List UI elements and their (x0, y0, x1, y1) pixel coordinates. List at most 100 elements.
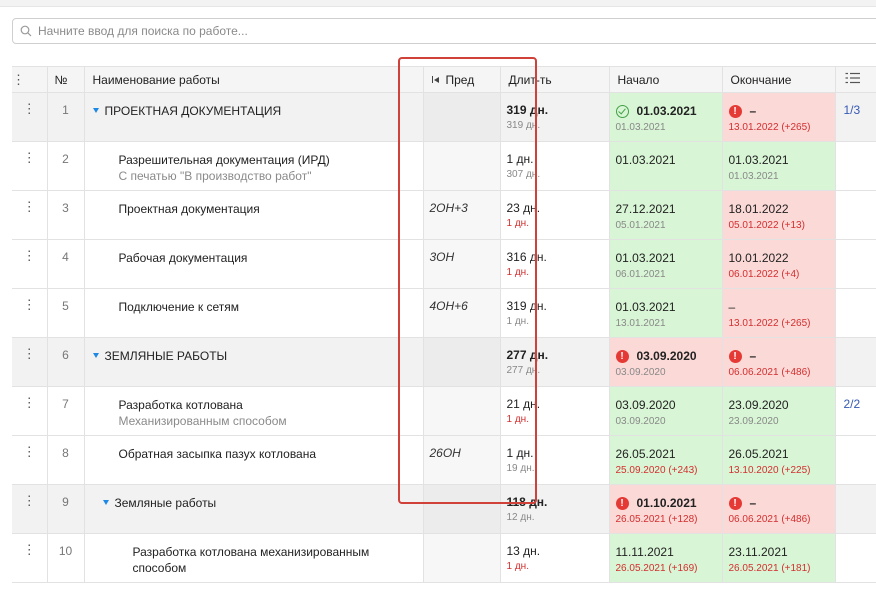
kebab-menu-icon[interactable]: ⋮ (22, 542, 36, 557)
table-row[interactable]: ⋮ 3 Проектная документация 2ОН+3 23 дн. 1… (12, 190, 876, 240)
duration-baseline: 1 дн. (506, 414, 529, 425)
column-header-end[interactable]: Окончание (722, 66, 836, 93)
predecessor[interactable]: 2ОН+3 (429, 201, 468, 215)
predecessor[interactable] (424, 93, 500, 103)
predecessor[interactable] (424, 142, 500, 152)
work-name[interactable]: Подключение к сетям (118, 300, 240, 314)
work-name[interactable]: ПРОЕКТНАЯ ДОКУМЕНТАЦИЯ (85, 93, 423, 119)
table-row[interactable]: ⋮ 8 Обратная засыпка пазух котлована 26О… (12, 435, 876, 485)
end-baseline: 13.10.2020 (+225) (728, 465, 811, 476)
work-name[interactable]: ЗЕМЛЯНЫЕ РАБОТЫ (85, 338, 423, 364)
kebab-menu-icon[interactable]: ⋮ (22, 199, 36, 214)
search-input[interactable] (38, 22, 838, 40)
duration-baseline: 307 дн. (506, 169, 541, 180)
alert-circle-icon (728, 104, 742, 118)
checklist-count[interactable] (836, 191, 876, 201)
table-row[interactable]: ⋮ 10 Разработка котлована механизированн… (12, 533, 876, 583)
duration: 1 дн. (506, 152, 534, 166)
table-row[interactable]: ⋮ 6 ЗЕМЛЯНЫЕ РАБОТЫ 277 дн. 277 дн. 03.09… (12, 337, 876, 387)
end-date: 23.09.2020 (728, 398, 789, 412)
kebab-menu-icon[interactable]: ⋮ (22, 248, 36, 263)
duration-baseline: 277 дн. (506, 365, 541, 376)
start-baseline: 03.09.2020 (615, 416, 666, 427)
check-circle-icon (615, 104, 629, 118)
checklist-count[interactable] (836, 485, 876, 495)
start-date: 03.09.2020 (615, 398, 676, 412)
end-date: 10.01.2022 (728, 251, 789, 265)
column-header-pred[interactable]: Пред (423, 66, 501, 93)
predecessor[interactable] (424, 338, 500, 348)
column-header-duration[interactable]: Длит-ть (500, 66, 610, 93)
duration: 1 дн. (506, 446, 534, 460)
checklist-count[interactable] (836, 436, 876, 446)
kebab-menu-icon[interactable]: ⋮ (22, 395, 36, 410)
start-date: 26.05.2021 (615, 447, 676, 461)
end-baseline: 06.06.2021 (+486) (728, 367, 811, 378)
row-number: 8 (62, 446, 69, 460)
duration: 13 дн. (506, 544, 541, 558)
end-baseline: 23.09.2020 (728, 416, 779, 427)
skip-back-icon (431, 76, 433, 84)
caret-down-icon[interactable] (92, 108, 99, 113)
table-row[interactable]: ⋮ 2 Разрешительная документация (ИРД) С п… (12, 141, 876, 191)
predecessor[interactable]: 4ОН+6 (429, 299, 468, 313)
caret-down-icon[interactable] (92, 353, 99, 358)
checklist-icon[interactable] (836, 72, 861, 84)
predecessor[interactable]: 3ОН (429, 250, 455, 264)
checklist-count[interactable] (836, 142, 876, 152)
caret-down-icon[interactable] (102, 500, 109, 505)
end-date: 18.01.2022 (728, 202, 789, 216)
column-header-num[interactable]: № (47, 66, 85, 93)
kebab-menu-icon[interactable]: ⋮ (12, 71, 25, 87)
duration: 319 дн. (506, 103, 549, 117)
predecessor[interactable] (424, 485, 500, 495)
predecessor[interactable]: 26ОН (429, 446, 461, 460)
kebab-menu-icon[interactable]: ⋮ (22, 101, 36, 116)
kebab-menu-icon[interactable]: ⋮ (22, 150, 36, 165)
row-number: 1 (62, 103, 69, 117)
work-name[interactable]: Земляные работы (85, 485, 423, 511)
kebab-menu-icon[interactable]: ⋮ (22, 346, 36, 361)
start-baseline: 26.05.2021 (+169) (615, 563, 698, 574)
work-name[interactable]: Разработка котлована Механизированным спо… (85, 387, 423, 429)
checklist-count[interactable]: 1/3 (843, 103, 861, 117)
work-name[interactable]: Проектная документация (118, 202, 260, 216)
column-header-name[interactable]: Наименование работы (84, 66, 424, 93)
duration: 118 дн. (506, 495, 548, 509)
checklist-count[interactable] (836, 534, 876, 544)
table-row[interactable]: ⋮ 9 Земляные работы 118 дн. 12 дн. 01.10.… (12, 484, 876, 534)
checklist-count[interactable]: 2/2 (843, 397, 861, 411)
work-name[interactable]: Разрешительная документация (ИРД) С печат… (85, 142, 423, 184)
table-row[interactable]: ⋮ 4 Рабочая документация 3ОН 316 дн. 1 дн… (12, 239, 876, 289)
end-baseline: 13.01.2022 (+265) (728, 122, 811, 133)
duration-baseline: 1 дн. (506, 267, 529, 278)
row-number: 4 (62, 250, 69, 264)
kebab-menu-icon[interactable]: ⋮ (22, 444, 36, 459)
column-header-start[interactable]: Начало (609, 66, 723, 93)
predecessor[interactable] (424, 387, 500, 397)
start-baseline: 13.01.2021 (615, 318, 666, 329)
work-name[interactable]: Обратная засыпка пазух котлована (118, 447, 317, 461)
checklist-count[interactable] (836, 289, 876, 299)
work-name[interactable]: Разработка котлована механизированным спо… (85, 534, 423, 576)
work-name[interactable]: Рабочая документация (118, 251, 248, 265)
column-header-checklist[interactable] (835, 66, 876, 93)
start-date: 27.12.2021 (615, 202, 676, 216)
table-row[interactable]: ⋮ 7 Разработка котлована Механизированным… (12, 386, 876, 436)
predecessor[interactable] (424, 534, 500, 544)
start-baseline: 26.05.2021 (+128) (615, 514, 698, 525)
column-menu-header[interactable]: ⋮ (12, 66, 48, 93)
table-row[interactable]: ⋮ 1 ПРОЕКТНАЯ ДОКУМЕНТАЦИЯ 319 дн. 319 дн… (12, 92, 876, 142)
work-description: С печатью "В производство работ" (118, 169, 312, 183)
alert-circle-icon (728, 496, 742, 510)
table-row[interactable]: ⋮ 5 Подключение к сетям 4ОН+6 319 дн. 1 д… (12, 288, 876, 338)
kebab-menu-icon[interactable]: ⋮ (22, 297, 36, 312)
checklist-count[interactable] (836, 338, 876, 348)
end-baseline: 01.03.2021 (728, 171, 779, 182)
start-date: 01.03.2021 (636, 104, 697, 118)
search-bar[interactable] (12, 18, 876, 44)
kebab-menu-icon[interactable]: ⋮ (22, 493, 36, 508)
duration-baseline: 1 дн. (506, 561, 529, 572)
alert-circle-icon (615, 496, 629, 510)
checklist-count[interactable] (836, 240, 876, 250)
